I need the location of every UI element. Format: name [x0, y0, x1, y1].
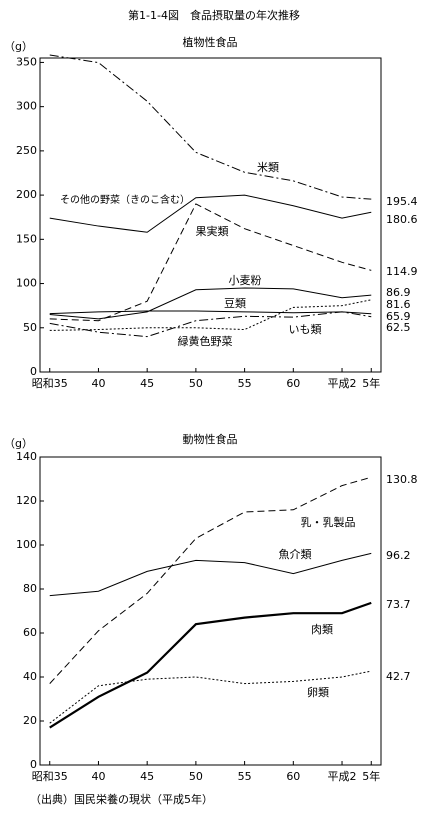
y-tick-label: 100 — [16, 538, 37, 551]
x-tick-label: 50 — [189, 770, 203, 783]
series-label: その他の野菜（きのこ含む） — [60, 193, 190, 206]
x-tick-label: 45 — [140, 770, 154, 783]
x-tick-label: 60 — [286, 377, 300, 390]
series-label: 豆類 — [224, 297, 246, 310]
y-tick-label: 0 — [30, 758, 37, 771]
end-value-label: 195.4 — [386, 195, 418, 208]
end-value-label: 86.9 — [386, 286, 411, 299]
x-tick-label: 40 — [91, 770, 105, 783]
line — [49, 476, 372, 684]
x-tick-label: 5年 — [362, 769, 380, 783]
end-value-label: 130.8 — [386, 473, 418, 486]
series-label: 魚介類 — [279, 548, 312, 561]
chart-title: 動物性食品 — [183, 432, 238, 446]
y-tick-label: 60 — [23, 626, 37, 639]
line — [49, 203, 372, 322]
x-tick-label: 平成2 — [328, 770, 357, 783]
plot-frame — [39, 57, 382, 373]
series-label: 卵類 — [307, 686, 329, 699]
y-tick-label: 0 — [30, 365, 37, 378]
series-label: 果実類 — [196, 224, 229, 238]
line — [49, 552, 372, 597]
y-axis-label: （g） — [4, 40, 33, 53]
source: （出典）国民栄養の現状（平成5年） — [30, 792, 213, 806]
line — [49, 311, 372, 338]
series-label: 肉類 — [311, 623, 333, 636]
plot-frame — [39, 456, 382, 766]
series-label: 乳・乳製品 — [301, 515, 356, 529]
y-tick-label: 350 — [16, 55, 37, 68]
x-tick-label: 40 — [91, 377, 105, 390]
y-tick-label: 40 — [23, 670, 37, 683]
y-axis-label: （g） — [4, 437, 33, 450]
x-tick-label: 45 — [140, 377, 154, 390]
series-label: いも類 — [289, 323, 322, 336]
x-tick-label: 昭和35 — [32, 770, 68, 783]
y-tick-label: 80 — [23, 582, 37, 595]
line — [49, 54, 372, 200]
series-label: 小麦粉 — [229, 274, 262, 287]
y-tick-label: 100 — [16, 277, 37, 290]
x-tick-label: 昭和35 — [32, 377, 68, 390]
x-tick-label: 60 — [286, 770, 300, 783]
page-title: 第1-1-4図 食品摂取量の年次推移 — [128, 8, 300, 22]
chart-title: 植物性食品 — [183, 35, 238, 49]
end-value-label: 180.6 — [386, 213, 418, 226]
x-tick-label: 55 — [238, 377, 252, 390]
line — [49, 194, 372, 233]
end-value-label: 81.6 — [386, 298, 411, 311]
y-tick-label: 200 — [16, 188, 37, 201]
end-value-label: 96.2 — [386, 549, 411, 562]
y-tick-label: 140 — [16, 450, 37, 463]
end-value-label: 73.7 — [386, 598, 411, 611]
line — [49, 601, 372, 729]
series-label: 緑黄色野菜 — [178, 334, 233, 348]
x-tick-label: 50 — [189, 377, 203, 390]
end-value-label: 114.9 — [386, 265, 418, 278]
series-label: 米類 — [257, 161, 279, 174]
end-value-label: 62.5 — [386, 321, 411, 334]
x-tick-label: 55 — [238, 770, 252, 783]
x-tick-label: 平成2 — [328, 377, 357, 390]
line — [49, 287, 372, 320]
end-value-label: 42.7 — [386, 670, 411, 683]
y-tick-label: 20 — [23, 714, 37, 727]
line — [49, 310, 372, 315]
line — [49, 299, 372, 331]
y-tick-label: 50 — [23, 321, 37, 334]
end-value-label: 65.9 — [386, 310, 411, 323]
y-tick-label: 150 — [16, 232, 37, 245]
y-tick-label: 250 — [16, 144, 37, 157]
y-tick-label: 120 — [16, 494, 37, 507]
line — [49, 670, 372, 724]
y-tick-label: 300 — [16, 100, 37, 113]
x-tick-label: 5年 — [362, 376, 380, 390]
